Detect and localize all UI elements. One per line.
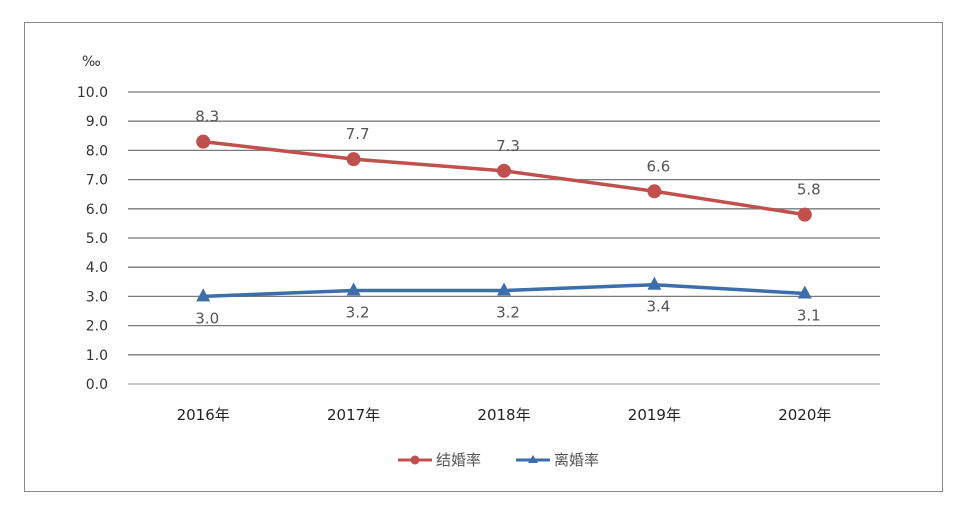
x-tick-label: 2016年 [177, 406, 230, 424]
chart-frame [24, 22, 943, 492]
data-point-marker [346, 152, 361, 167]
y-tick-label: 2.0 [86, 319, 108, 335]
y-tick-label: 6.0 [86, 202, 108, 218]
data-label: 3.4 [646, 298, 670, 316]
data-label: 7.7 [346, 125, 370, 143]
data-point-marker [196, 134, 211, 149]
y-tick-label: 8.0 [86, 143, 108, 159]
data-point-marker [497, 163, 511, 178]
legend-label-0: 结婚率 [436, 451, 481, 469]
y-tick-label: 9.0 [86, 114, 108, 130]
data-label: 3.2 [496, 304, 520, 322]
data-point-marker [797, 207, 812, 222]
y-tick-label: 3.0 [86, 289, 108, 305]
data-point-marker [346, 282, 361, 296]
data-label: 5.8 [797, 181, 821, 199]
y-tick-label: 0.0 [86, 377, 108, 393]
data-point-marker [196, 288, 211, 302]
y-tick-label: 10.0 [77, 85, 108, 101]
x-tick-label: 2020年 [778, 406, 831, 424]
legend-marker-0 [410, 455, 420, 465]
data-label: 7.3 [496, 137, 520, 155]
data-point-marker [647, 276, 662, 290]
x-tick-label: 2019年 [628, 406, 681, 424]
y-unit-label: ‰ [82, 54, 101, 70]
legend-marker-1 [528, 455, 538, 463]
legend-label-1: 离婚率 [554, 451, 599, 469]
data-point-marker [647, 184, 662, 199]
x-tick-label: 2017年 [327, 406, 380, 424]
y-tick-label: 7.0 [86, 173, 108, 189]
data-point-marker [797, 285, 812, 299]
data-label: 3.0 [195, 309, 219, 327]
y-tick-label: 4.0 [86, 260, 108, 276]
data-label: 8.3 [195, 108, 219, 126]
data-label: 3.2 [346, 304, 370, 322]
y-tick-label: 1.0 [86, 348, 108, 364]
y-tick-label: 5.0 [86, 231, 108, 247]
data-point-marker [497, 282, 511, 296]
x-tick-label: 2018年 [477, 406, 530, 424]
data-label: 3.1 [797, 306, 821, 324]
data-label: 6.6 [646, 157, 670, 175]
